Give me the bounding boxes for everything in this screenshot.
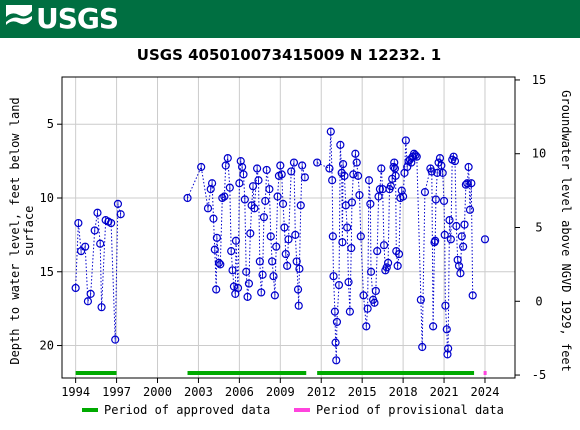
- x-tick-label: 2021: [430, 385, 459, 399]
- x-tick-label: 2024: [471, 385, 500, 399]
- chart-title: USGS 405010073415009 N 12232. 1: [137, 46, 441, 64]
- legend-swatch: [294, 408, 310, 412]
- x-tick-label: 2000: [143, 385, 172, 399]
- data-period-bands: [75, 371, 487, 375]
- data-series: [71, 127, 490, 365]
- y-tick-label: 20: [40, 339, 54, 353]
- y-axis-right: 15 10 5 0 -5: [515, 73, 546, 382]
- y2-tick-label: 5: [535, 221, 542, 235]
- grid-lines: [62, 77, 515, 378]
- y-axis-label-line2: surface: [22, 206, 36, 257]
- x-axis: 1994 1997 2000 2003 2006 2009 2012 2015 2018 2021…: [61, 378, 499, 399]
- x-tick-label: 2012: [307, 385, 336, 399]
- approved-period-bar: [187, 371, 307, 375]
- x-tick-label: 2006: [225, 385, 254, 399]
- approved-period-bar: [317, 371, 475, 375]
- y-axis-label-line1: Depth to water level, feet below land: [8, 97, 22, 364]
- x-tick-label: 1994: [61, 385, 90, 399]
- y2-tick-label: 15: [532, 73, 546, 87]
- x-tick-label: 2009: [266, 385, 295, 399]
- legend-label: Period of provisional data: [316, 403, 504, 417]
- x-tick-label: 1997: [102, 385, 131, 399]
- legend: Period of approved data Period of provisi…: [82, 403, 504, 417]
- y-tick-label: 5: [47, 117, 54, 131]
- x-tick-label: 2015: [348, 385, 377, 399]
- provisional-period-bar: [483, 371, 487, 375]
- usgs-logo-icon: [6, 5, 32, 32]
- y-tick-label: 15: [40, 265, 54, 279]
- y2-axis-label: Groundwater level above NGVD 1929, feet: [559, 90, 573, 372]
- x-tick-label: 2003: [184, 385, 213, 399]
- y2-tick-label: 10: [532, 147, 546, 161]
- y-tick-label: 10: [40, 191, 54, 205]
- series-line: [187, 158, 306, 306]
- legend-swatch: [82, 408, 98, 412]
- usgs-banner: USGS: [0, 0, 580, 38]
- y2-tick-label: 0: [535, 294, 542, 308]
- x-tick-label: 2018: [389, 385, 418, 399]
- legend-label: Period of approved data: [104, 403, 270, 417]
- usgs-logo-text: USGS: [36, 2, 119, 35]
- approved-period-bar: [75, 371, 117, 375]
- y-axis-left: 5 10 15 20: [40, 117, 62, 353]
- y2-tick-label: -5: [532, 368, 546, 382]
